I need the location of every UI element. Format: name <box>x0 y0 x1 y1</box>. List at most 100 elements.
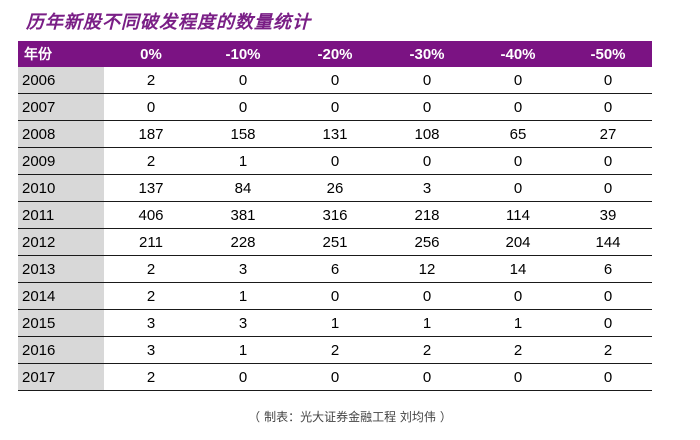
caption-close-paren: ） <box>439 410 452 424</box>
value-cell: 2 <box>472 336 564 364</box>
table-title: 历年新股不同破发程度的数量统计 <box>26 12 311 33</box>
value-cell: 211 <box>104 228 198 256</box>
year-cell: 2010 <box>18 174 104 202</box>
value-cell: 108 <box>382 120 472 148</box>
value-cell: 6 <box>288 255 382 283</box>
table-row: 2012 211 228 251 256 204 144 <box>18 228 652 256</box>
table-row: 2013 2 3 6 12 14 6 <box>18 255 652 283</box>
value-cell: 27 <box>564 120 652 148</box>
table-row: 2006 2 0 0 0 0 0 <box>18 67 652 94</box>
value-cell: 0 <box>472 147 564 175</box>
year-cell: 2014 <box>18 282 104 310</box>
value-cell: 3 <box>198 309 288 337</box>
value-cell: 137 <box>104 174 198 202</box>
year-cell: 2012 <box>18 228 104 256</box>
data-table-container: 年份 0% -10% -20% -30% -40% -50% 2006 2 0 0 0 0… <box>18 41 652 391</box>
value-cell: 0 <box>198 363 288 391</box>
header-minus30pct: -30% <box>382 41 472 67</box>
value-cell: 0 <box>382 67 472 94</box>
value-cell: 2 <box>104 255 198 283</box>
value-cell: 406 <box>104 201 198 229</box>
value-cell: 256 <box>382 228 472 256</box>
value-cell: 0 <box>472 282 564 310</box>
header-minus40pct: -40% <box>472 41 564 67</box>
value-cell: 0 <box>382 363 472 391</box>
value-cell: 0 <box>104 93 198 121</box>
value-cell: 0 <box>288 67 382 94</box>
value-cell: 381 <box>198 201 288 229</box>
value-cell: 0 <box>288 363 382 391</box>
value-cell: 14 <box>472 255 564 283</box>
value-cell: 0 <box>564 309 652 337</box>
value-cell: 0 <box>472 67 564 94</box>
year-cell: 2016 <box>18 336 104 364</box>
value-cell: 218 <box>382 201 472 229</box>
value-cell: 0 <box>564 147 652 175</box>
year-cell: 2011 <box>18 201 104 229</box>
year-cell: 2008 <box>18 120 104 148</box>
data-table: 年份 0% -10% -20% -30% -40% -50% 2006 2 0 0 0 0… <box>18 41 652 391</box>
table-row: 2016 3 1 2 2 2 2 <box>18 336 652 364</box>
value-cell: 6 <box>564 255 652 283</box>
value-cell: 144 <box>564 228 652 256</box>
value-cell: 84 <box>198 174 288 202</box>
value-cell: 0 <box>564 67 652 94</box>
value-cell: 0 <box>564 93 652 121</box>
value-cell: 2 <box>382 336 472 364</box>
value-cell: 204 <box>472 228 564 256</box>
value-cell: 1 <box>472 309 564 337</box>
value-cell: 0 <box>198 93 288 121</box>
value-cell: 0 <box>288 282 382 310</box>
table-row: 2014 2 1 0 0 0 0 <box>18 282 652 310</box>
value-cell: 187 <box>104 120 198 148</box>
value-cell: 0 <box>382 282 472 310</box>
table-header-row: 年份 0% -10% -20% -30% -40% -50% <box>18 41 652 67</box>
value-cell: 0 <box>564 174 652 202</box>
year-cell: 2006 <box>18 67 104 94</box>
value-cell: 0 <box>564 282 652 310</box>
year-cell: 2013 <box>18 255 104 283</box>
value-cell: 1 <box>198 336 288 364</box>
value-cell: 65 <box>472 120 564 148</box>
table-row: 2010 137 84 26 3 0 0 <box>18 174 652 202</box>
table-row: 2011 406 381 316 218 114 39 <box>18 201 652 229</box>
value-cell: 12 <box>382 255 472 283</box>
year-cell: 2007 <box>18 93 104 121</box>
table-body: 2006 2 0 0 0 0 0 2007 0 0 0 0 0 0 2008 187 158 131 108 65 27… <box>18 67 652 391</box>
table-row: 2008 187 158 131 108 65 27 <box>18 120 652 148</box>
table-row: 2009 2 1 0 0 0 0 <box>18 147 652 175</box>
caption-text: 制表：光大证券金融工程 刘均伟 <box>264 410 436 424</box>
header-minus50pct: -50% <box>564 41 652 67</box>
year-cell: 2009 <box>18 147 104 175</box>
value-cell: 26 <box>288 174 382 202</box>
value-cell: 251 <box>288 228 382 256</box>
value-cell: 2 <box>104 363 198 391</box>
value-cell: 3 <box>198 255 288 283</box>
value-cell: 1 <box>198 282 288 310</box>
value-cell: 0 <box>472 93 564 121</box>
value-cell: 158 <box>198 120 288 148</box>
value-cell: 0 <box>198 67 288 94</box>
value-cell: 1 <box>382 309 472 337</box>
value-cell: 1 <box>288 309 382 337</box>
header-minus20pct: -20% <box>288 41 382 67</box>
caption-open-paren: （ <box>248 410 261 424</box>
value-cell: 0 <box>382 93 472 121</box>
value-cell: 0 <box>564 363 652 391</box>
value-cell: 316 <box>288 201 382 229</box>
header-0pct: 0% <box>104 41 198 67</box>
value-cell: 0 <box>288 147 382 175</box>
value-cell: 39 <box>564 201 652 229</box>
value-cell: 114 <box>472 201 564 229</box>
value-cell: 0 <box>288 93 382 121</box>
year-cell: 2015 <box>18 309 104 337</box>
value-cell: 2 <box>104 67 198 94</box>
value-cell: 2 <box>564 336 652 364</box>
header-minus10pct: -10% <box>198 41 288 67</box>
value-cell: 0 <box>382 147 472 175</box>
table-row: 2015 3 3 1 1 1 0 <box>18 309 652 337</box>
table-row: 2017 2 0 0 0 0 0 <box>18 363 652 391</box>
header-year: 年份 <box>18 41 104 67</box>
value-cell: 1 <box>198 147 288 175</box>
